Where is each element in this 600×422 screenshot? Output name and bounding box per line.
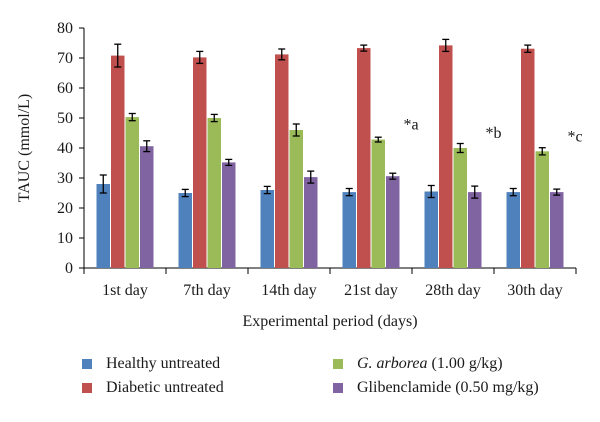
x-tick-label: 28th day: [425, 282, 481, 299]
bar: [424, 191, 438, 268]
y-tick-label: 30: [57, 170, 73, 187]
x-axis-label: Experimental period (days): [242, 313, 417, 330]
y-tick-label: 10: [57, 230, 73, 247]
bar: [371, 139, 385, 268]
y-tick-label: 60: [57, 80, 73, 97]
significance-annotation: *c: [568, 128, 583, 145]
bar: [193, 57, 207, 269]
bar: [506, 192, 520, 268]
bar: [304, 177, 318, 268]
bar: [521, 48, 535, 269]
bar: [439, 45, 453, 269]
y-axis-label: TAUC (mmol/L): [16, 94, 33, 202]
bar: [453, 148, 467, 268]
x-tick-label: 1st day: [102, 282, 148, 299]
x-tick-label: 30th day: [507, 282, 563, 299]
bar: [289, 130, 303, 268]
x-tick-label: 7th day: [183, 282, 231, 299]
bar: [535, 151, 549, 268]
y-tick-label: 0: [65, 260, 73, 277]
x-tick-label: 21st day: [344, 282, 398, 299]
bar: [468, 192, 482, 268]
bar: [125, 117, 139, 268]
bar: [260, 190, 274, 268]
y-tick-label: 70: [57, 50, 73, 67]
y-tick-label: 80: [57, 20, 73, 37]
y-tick-label: 40: [57, 140, 73, 157]
bar: [386, 176, 400, 268]
y-tick-label: 50: [57, 110, 73, 127]
bar: [342, 192, 356, 268]
bar: [111, 55, 125, 268]
bar: [178, 193, 192, 268]
significance-annotation: *b: [486, 125, 502, 142]
bar: [140, 146, 154, 268]
significance-annotation: *a: [404, 117, 419, 134]
bar: [550, 192, 564, 268]
bar: [275, 54, 289, 269]
y-tick-label: 20: [57, 200, 73, 217]
bar: [222, 162, 236, 268]
bar: [357, 48, 371, 268]
x-tick-label: 14th day: [261, 282, 317, 299]
bar: [207, 118, 221, 268]
bar: [96, 184, 110, 268]
